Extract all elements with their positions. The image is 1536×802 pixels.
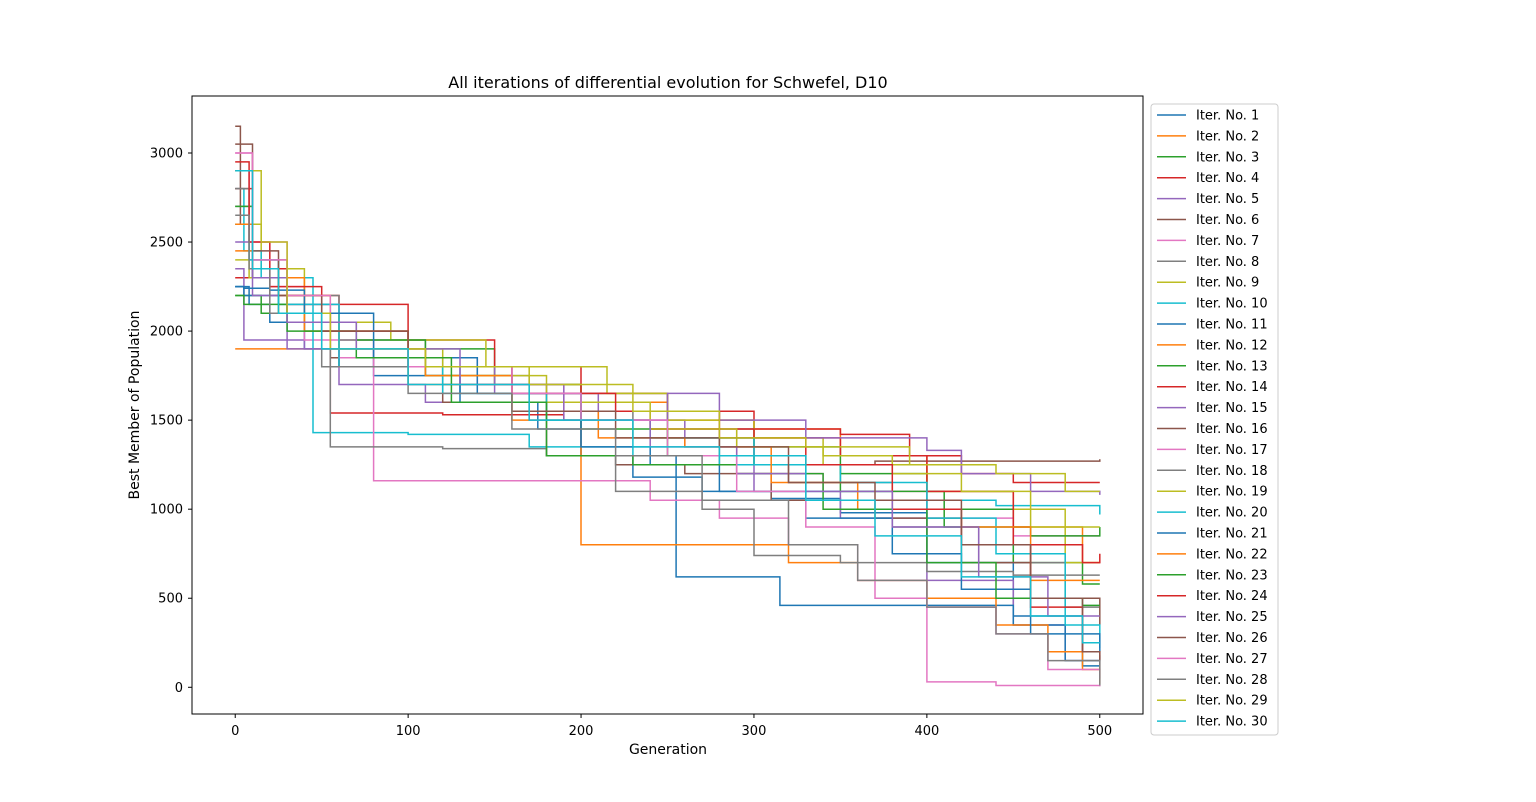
x-tick-label-0: 0	[231, 724, 239, 739]
series-line-5	[235, 268, 1100, 662]
legend: Iter. No. 1 Iter. No. 2 Iter. No. 3 Iter. N…	[1150, 103, 1279, 736]
legend-label-12: Iter. No. 12	[1196, 338, 1268, 353]
legend-label-19: Iter. No. 19	[1196, 485, 1268, 500]
legend-label-11: Iter. No. 11	[1196, 318, 1268, 333]
chart-title: All iterations of differential evolution…	[448, 73, 887, 92]
legend-label-30: Iter. No. 30	[1196, 715, 1268, 730]
series-line-23	[235, 294, 1100, 607]
x-tick-label-500: 500	[1087, 724, 1112, 739]
legend-label-13: Iter. No. 13	[1196, 359, 1268, 374]
plot-frame	[191, 95, 1144, 715]
y-tick-label-3000: 3000	[150, 146, 183, 161]
y-tick-label-1000: 1000	[150, 503, 183, 518]
legend-label-21: Iter. No. 21	[1196, 527, 1268, 542]
legend-label-10: Iter. No. 10	[1196, 297, 1268, 312]
series-line-30	[235, 170, 1100, 644]
y-tick-label-2000: 2000	[150, 325, 183, 340]
legend-label-7: Iter. No. 7	[1196, 234, 1259, 249]
legend-label-8: Iter. No. 8	[1196, 255, 1259, 270]
legend-label-5: Iter. No. 5	[1196, 192, 1259, 207]
series-line-27	[235, 152, 1101, 687]
x-axis: 0 100 200 300 400 500	[231, 714, 1112, 739]
y-axis: 0 500 1000 1500 2000 2500 3000	[150, 146, 192, 696]
legend-label-15: Iter. No. 15	[1196, 401, 1268, 416]
y-tick-label-0: 0	[175, 681, 183, 696]
legend-label-28: Iter. No. 28	[1196, 673, 1268, 688]
legend-label-23: Iter. No. 23	[1196, 568, 1268, 583]
legend-label-2: Iter. No. 2	[1196, 129, 1259, 144]
legend-label-20: Iter. No. 20	[1196, 506, 1268, 521]
x-tick-label-200: 200	[569, 724, 594, 739]
legend-label-26: Iter. No. 26	[1196, 631, 1268, 646]
legend-label-27: Iter. No. 27	[1196, 652, 1268, 667]
x-tick-label-400: 400	[914, 724, 939, 739]
x-tick-label-100: 100	[396, 724, 421, 739]
y-axis-label: Best Member of Population	[127, 311, 143, 500]
legend-label-16: Iter. No. 16	[1196, 422, 1268, 437]
plot-lines	[235, 125, 1101, 687]
y-tick-label-2500: 2500	[150, 236, 183, 251]
series-line-29	[235, 170, 1100, 493]
legend-label-29: Iter. No. 29	[1196, 694, 1268, 709]
x-axis-label: Generation	[629, 742, 707, 758]
legend-label-9: Iter. No. 9	[1196, 276, 1259, 291]
legend-label-17: Iter. No. 17	[1196, 443, 1268, 458]
y-tick-label-1500: 1500	[150, 414, 183, 429]
legend-label-25: Iter. No. 25	[1196, 610, 1268, 625]
legend-label-4: Iter. No. 4	[1196, 171, 1259, 186]
x-tick-label-300: 300	[742, 724, 767, 739]
y-tick-label-500: 500	[158, 592, 183, 607]
legend-label-3: Iter. No. 3	[1196, 150, 1259, 165]
legend-label-6: Iter. No. 6	[1196, 213, 1259, 228]
legend-label-22: Iter. No. 22	[1196, 547, 1268, 562]
series-line-25	[235, 170, 1100, 617]
legend-label-18: Iter. No. 18	[1196, 464, 1268, 479]
legend-label-14: Iter. No. 14	[1196, 380, 1268, 395]
legend-label-24: Iter. No. 24	[1196, 589, 1268, 604]
legend-label-1: Iter. No. 1	[1196, 109, 1259, 124]
